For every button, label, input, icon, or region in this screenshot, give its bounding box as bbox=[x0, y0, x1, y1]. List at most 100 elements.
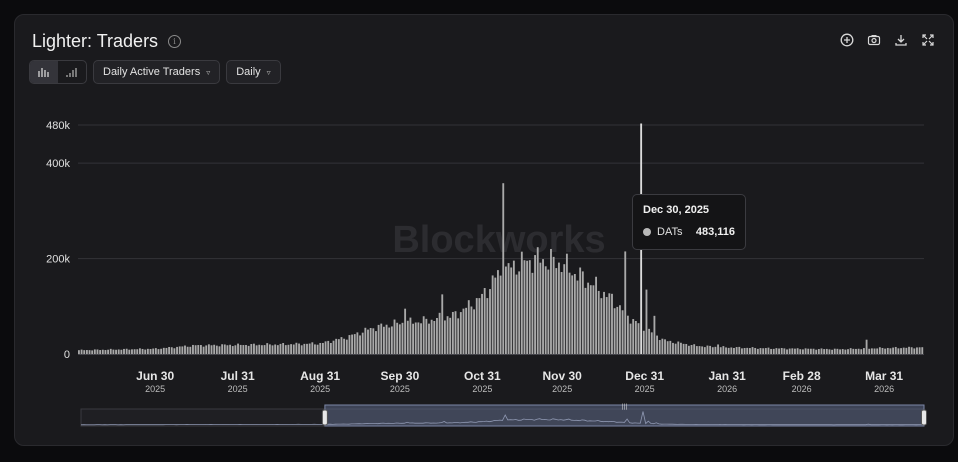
chart-bar[interactable] bbox=[189, 346, 192, 354]
chart-bar[interactable] bbox=[746, 347, 749, 354]
chart-bar[interactable] bbox=[876, 348, 879, 354]
chart-bar[interactable] bbox=[518, 271, 521, 354]
chart-bar[interactable] bbox=[629, 323, 632, 354]
chart-bar[interactable] bbox=[316, 344, 319, 354]
chart-bar[interactable] bbox=[767, 347, 770, 354]
chart-bar[interactable] bbox=[173, 348, 176, 354]
chart-bar[interactable] bbox=[223, 344, 226, 354]
bar-chart-button[interactable] bbox=[30, 61, 58, 83]
chart-bar[interactable] bbox=[820, 348, 823, 354]
chart-bar[interactable] bbox=[786, 349, 788, 354]
chart-bar[interactable] bbox=[595, 276, 597, 354]
chart-bar[interactable] bbox=[555, 268, 558, 354]
chart-bar[interactable] bbox=[364, 327, 367, 354]
chart-bar[interactable] bbox=[276, 345, 279, 354]
chart-bar[interactable] bbox=[483, 288, 486, 354]
chart-bar[interactable] bbox=[613, 308, 616, 354]
chart-bar[interactable] bbox=[258, 344, 261, 354]
chart-bar[interactable] bbox=[539, 262, 542, 354]
chart-bar[interactable] bbox=[902, 347, 905, 354]
navigator-grip-icon[interactable]: ||| bbox=[621, 404, 627, 411]
chart-bar[interactable] bbox=[337, 339, 340, 354]
chart-bar[interactable] bbox=[839, 349, 841, 354]
chart-bar[interactable] bbox=[117, 349, 120, 354]
chart-bar[interactable] bbox=[80, 349, 83, 354]
chart-bar[interactable] bbox=[245, 345, 247, 354]
chart-bar[interactable] bbox=[412, 323, 415, 354]
chart-bar[interactable] bbox=[242, 345, 245, 354]
chart-bar[interactable] bbox=[823, 349, 826, 354]
chart-bar[interactable] bbox=[844, 349, 847, 354]
chart-bar[interactable] bbox=[120, 349, 123, 354]
chart-bar[interactable] bbox=[674, 343, 677, 354]
chart-bar[interactable] bbox=[741, 348, 743, 354]
chart-bar[interactable] bbox=[770, 348, 773, 354]
chart-bar[interactable] bbox=[616, 306, 619, 354]
chart-bar[interactable] bbox=[274, 344, 277, 354]
chart-bar[interactable] bbox=[804, 348, 807, 354]
chart-bar[interactable] bbox=[847, 349, 849, 354]
chart-bar[interactable] bbox=[467, 300, 470, 354]
chart-bar[interactable] bbox=[701, 346, 704, 354]
chart-bar[interactable] bbox=[221, 344, 224, 354]
chart-bar[interactable] bbox=[534, 255, 536, 354]
chart-bar[interactable] bbox=[542, 259, 544, 354]
chart-bar[interactable] bbox=[772, 348, 775, 354]
chart-bar[interactable] bbox=[292, 344, 295, 355]
chart-bar[interactable] bbox=[199, 345, 202, 354]
chart-bar[interactable] bbox=[656, 335, 658, 354]
chart-bar[interactable] bbox=[698, 346, 701, 354]
camera-icon[interactable] bbox=[867, 33, 881, 47]
chart-bar[interactable] bbox=[234, 345, 237, 354]
chart-bar[interactable] bbox=[181, 346, 184, 354]
chart-bar[interactable] bbox=[828, 349, 831, 354]
signal-bars-button[interactable] bbox=[58, 61, 86, 83]
chart-bar[interactable] bbox=[645, 289, 648, 354]
chart-bar[interactable] bbox=[393, 319, 396, 354]
chart-bar[interactable] bbox=[682, 343, 685, 354]
chart-bar[interactable] bbox=[388, 327, 391, 354]
chart-bar[interactable] bbox=[796, 348, 799, 354]
chart-bar[interactable] bbox=[658, 340, 661, 354]
chart-bar[interactable] bbox=[759, 348, 762, 354]
chart-bar[interactable] bbox=[417, 322, 420, 354]
chart-bar[interactable] bbox=[642, 330, 645, 354]
chart-bar[interactable] bbox=[510, 267, 513, 354]
chart-bar[interactable] bbox=[430, 319, 433, 354]
chart-bar[interactable] bbox=[695, 346, 698, 354]
chart-bar[interactable] bbox=[433, 321, 436, 354]
chart-bar[interactable] bbox=[141, 348, 144, 354]
chart-bar[interactable] bbox=[268, 344, 271, 354]
chart-bar[interactable] bbox=[825, 348, 828, 354]
chart-bar[interactable] bbox=[550, 248, 552, 354]
chart-bar[interactable] bbox=[857, 348, 860, 354]
chart-bar[interactable] bbox=[621, 310, 624, 354]
chart-bar[interactable] bbox=[401, 322, 404, 354]
chart-bar[interactable] bbox=[136, 349, 139, 354]
chart-bar[interactable] bbox=[878, 347, 881, 354]
chart-bar[interactable] bbox=[836, 348, 839, 354]
chart-bar[interactable] bbox=[504, 266, 507, 354]
chart-bar[interactable] bbox=[611, 293, 613, 354]
chart-bar[interactable] bbox=[279, 343, 282, 354]
chart-bar[interactable] bbox=[748, 348, 751, 354]
chart-bar[interactable] bbox=[913, 348, 916, 354]
chart-bar[interactable] bbox=[348, 335, 351, 354]
interval-select[interactable]: Daily ▿ bbox=[226, 60, 281, 84]
chart-bar[interactable] bbox=[343, 338, 346, 354]
chart-bar[interactable] bbox=[605, 297, 608, 354]
chart-bar[interactable] bbox=[863, 348, 865, 354]
chart-bar[interactable] bbox=[910, 347, 913, 354]
chart-bar[interactable] bbox=[523, 260, 526, 354]
chart-bar[interactable] bbox=[650, 332, 653, 354]
chart-bar[interactable] bbox=[390, 326, 393, 354]
chart-bar[interactable] bbox=[300, 345, 303, 354]
chart-bar[interactable] bbox=[133, 349, 136, 354]
chart-bar[interactable] bbox=[608, 293, 611, 354]
chart-bar[interactable] bbox=[367, 329, 369, 354]
chart-bar[interactable] bbox=[807, 348, 810, 354]
chart-bar[interactable] bbox=[730, 347, 733, 354]
chart-bar[interactable] bbox=[351, 334, 354, 354]
chart-bar[interactable] bbox=[215, 345, 218, 354]
chart-bar[interactable] bbox=[714, 346, 717, 354]
